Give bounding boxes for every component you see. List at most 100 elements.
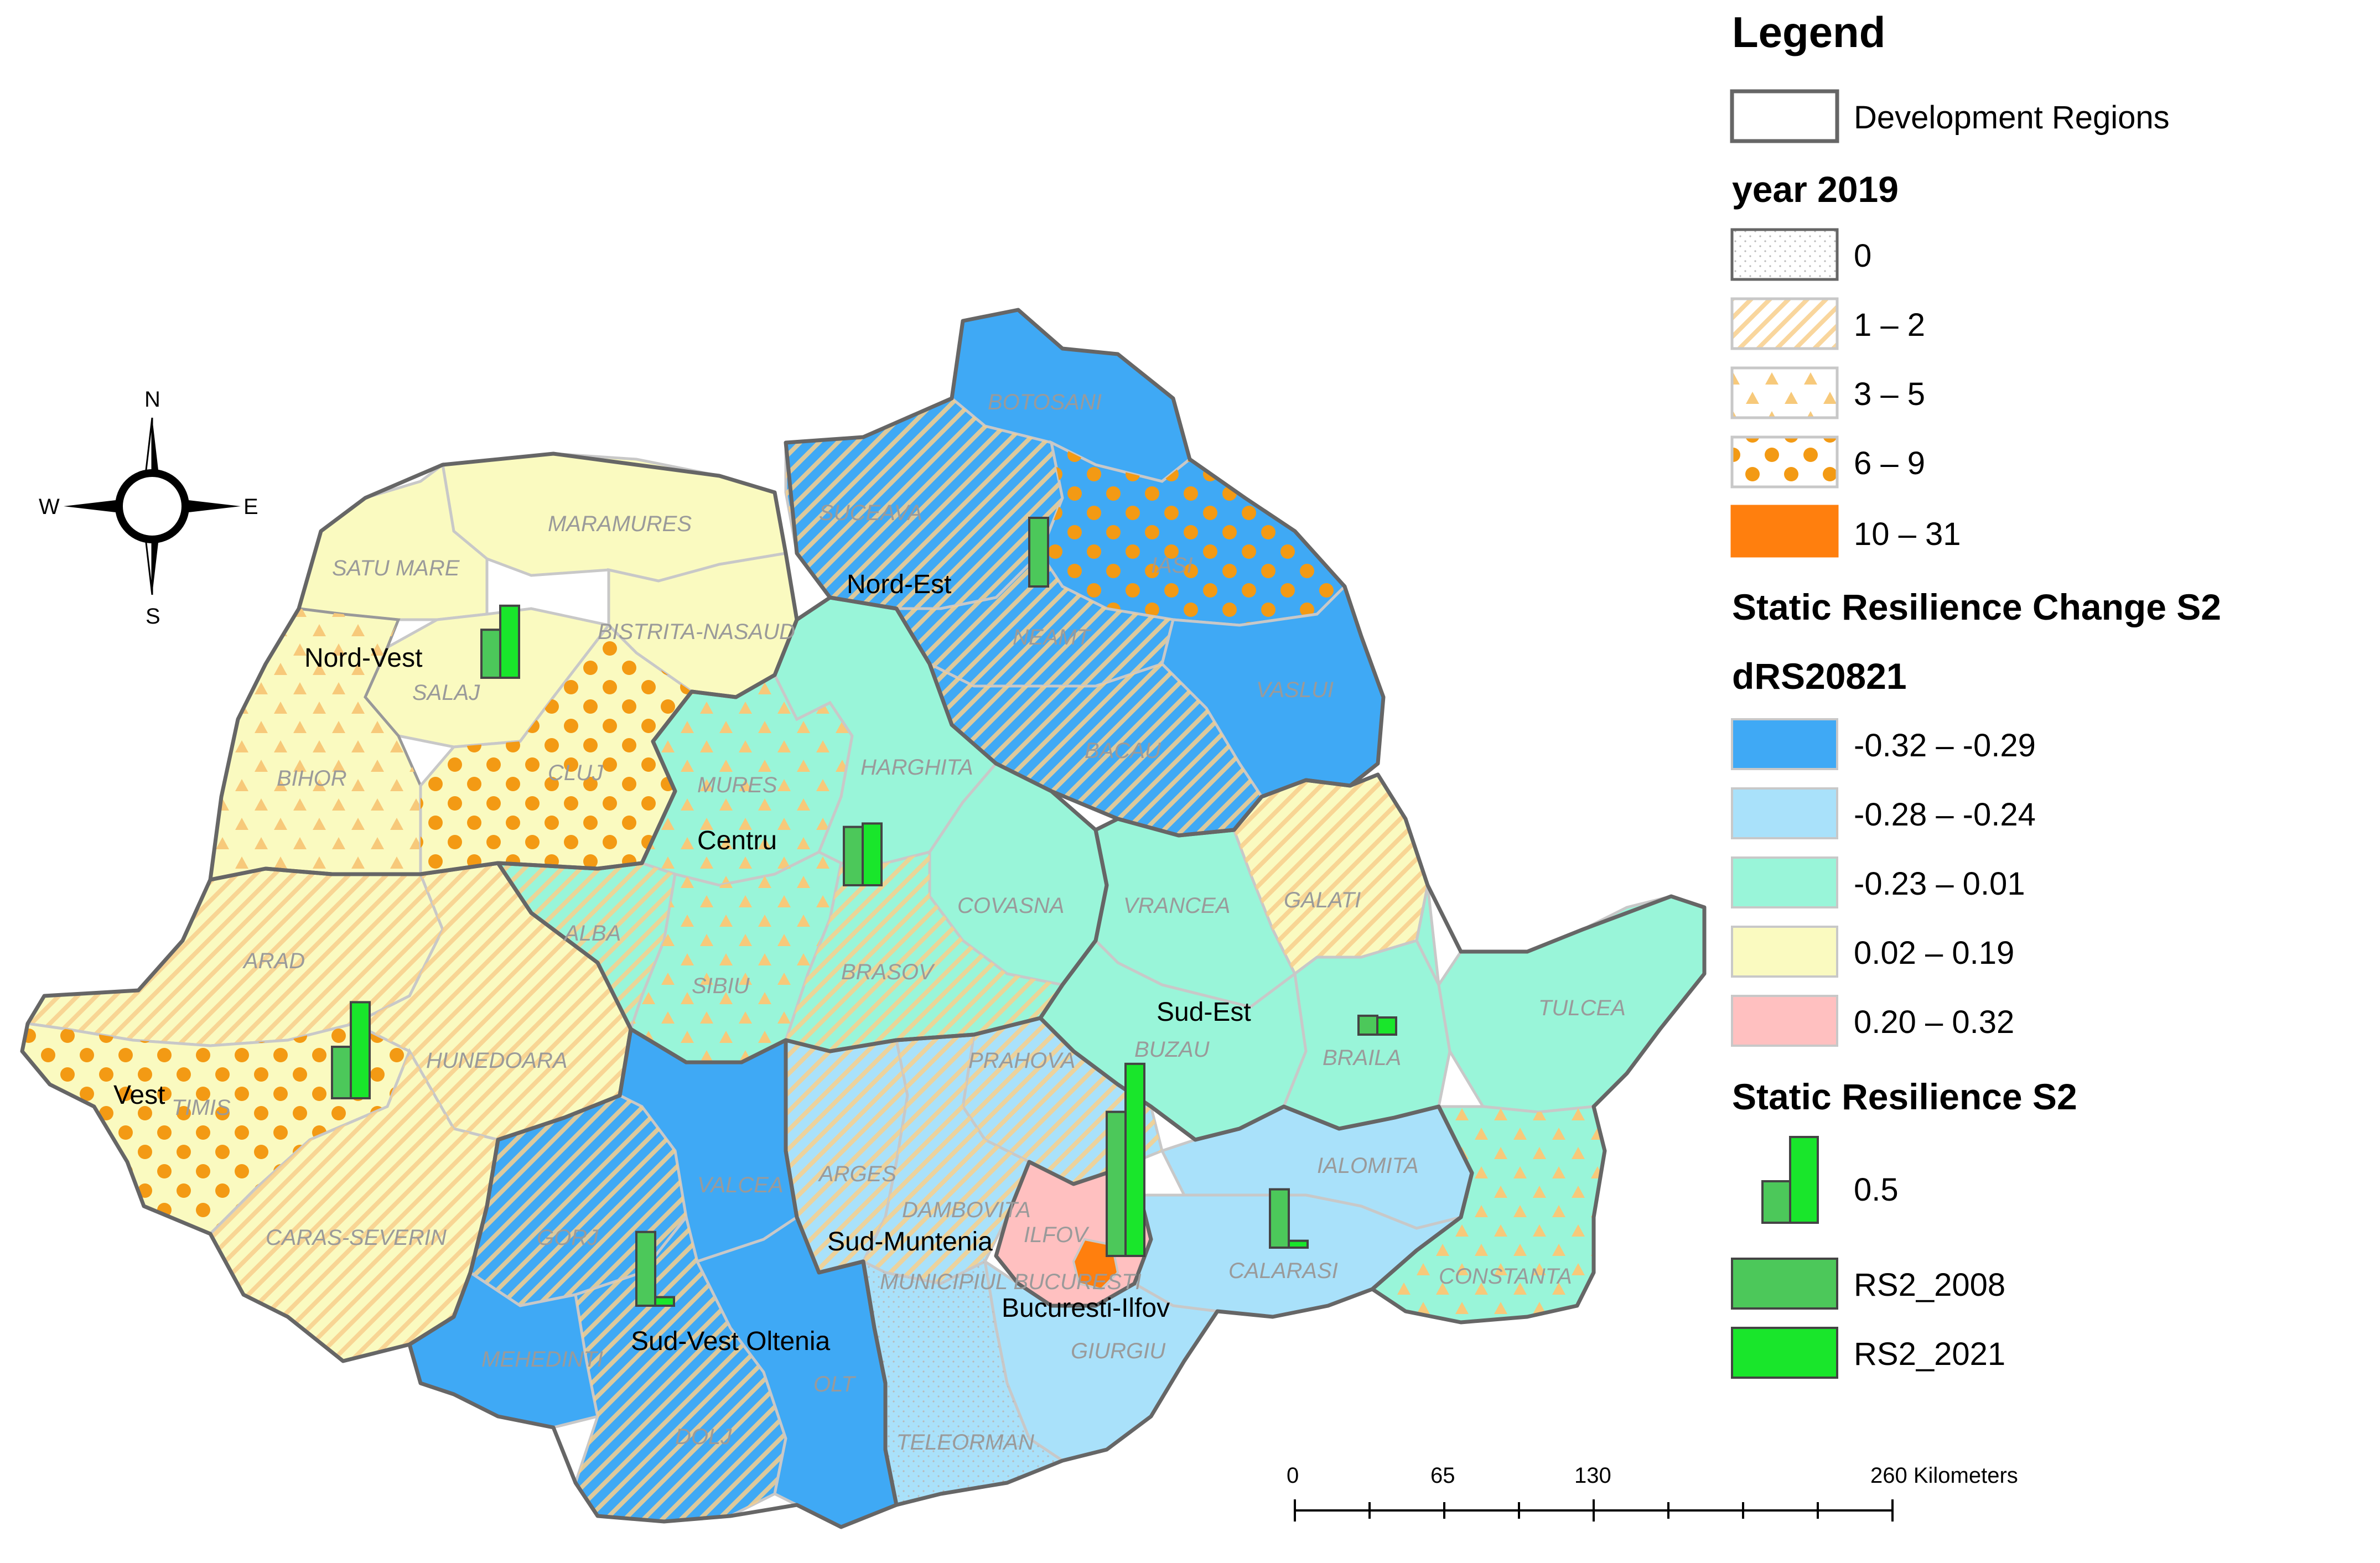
county-neamt-pattern xyxy=(896,553,1173,686)
legend-swatch-year-1 xyxy=(1730,297,1839,350)
legend-year-title: year 2019 xyxy=(1732,169,1899,210)
bar-vest-2008 xyxy=(331,1046,352,1099)
label-mehedinti: MEHEDINTI xyxy=(481,1347,603,1372)
legend-label-year-1: 1 – 2 xyxy=(1854,307,1925,343)
legend-label-change-0: -0.32 – -0.29 xyxy=(1854,728,2036,764)
label-buzau: BUZAU xyxy=(1134,1037,1210,1062)
legend-change-field: dRS20821 xyxy=(1732,656,1907,697)
county-hunedoara-pattern xyxy=(354,863,631,1140)
legend-swatch-change-1 xyxy=(1731,787,1838,839)
legend-label-year-2: 3 – 5 xyxy=(1854,376,1925,412)
county-iasi-pattern xyxy=(1040,443,1345,625)
legend-swatch-change-2 xyxy=(1731,856,1838,908)
label-bacau: BACAU xyxy=(1085,739,1162,763)
bar-bucuresti-ilfov-2008 xyxy=(1106,1110,1127,1257)
label-sibiu: SIBIU xyxy=(692,974,750,998)
scale-label-0: 0 xyxy=(1287,1463,1299,1488)
label-iasi: IASI xyxy=(1151,553,1193,578)
scale-bar: 0 65 130 260 Kilometers xyxy=(1287,1463,2018,1522)
county-gorj-pattern xyxy=(470,1095,686,1306)
region-label-nord-vest: Nord-Vest xyxy=(304,643,422,673)
label-ilfov: ILFOV xyxy=(1024,1223,1090,1247)
bar-nord-vest-2008 xyxy=(480,629,501,679)
county-suceava-pattern xyxy=(786,398,1062,609)
scale-label-65: 65 xyxy=(1430,1463,1455,1488)
bar-nord-est-2008 xyxy=(1028,517,1049,588)
label-constanta: CONSTANTA xyxy=(1439,1264,1572,1289)
legend-title: Legend xyxy=(1732,8,1885,56)
region-label-vest: Vest xyxy=(113,1081,165,1110)
legend-swatch-change-0 xyxy=(1731,718,1838,770)
label-arges: ARGES xyxy=(818,1162,896,1186)
legend-swatch-year-4 xyxy=(1730,505,1839,558)
label-mures: MURES xyxy=(697,773,777,797)
bar-nord-vest-2021 xyxy=(499,604,520,679)
county-dambovita-pattern xyxy=(863,1035,1029,1284)
map-fills xyxy=(20,308,1706,1529)
region-label-centru: Centru xyxy=(697,826,777,855)
region-border-bucuresti-ilfov xyxy=(994,1160,1153,1308)
label-vaslui: VASLUI xyxy=(1256,678,1334,702)
label-vrancea: VRANCEA xyxy=(1123,894,1230,918)
label-bihor: BIHOR xyxy=(277,766,347,791)
legend-swatch-rs2-2021 xyxy=(1731,1327,1838,1379)
label-cluj: CLUJ xyxy=(548,761,604,785)
legend-label-rs2-2008: RS2_2008 xyxy=(1854,1267,2005,1303)
legend-label-change-3: 0.02 – 0.19 xyxy=(1854,935,2014,971)
region-label-bucuresti-ilfov: Bucuresti-Ilfov xyxy=(1002,1294,1170,1323)
label-dambovita: DAMBOVITA xyxy=(902,1198,1031,1222)
label-valcea: VALCEA xyxy=(697,1173,784,1197)
county-bacau-pattern xyxy=(930,664,1262,835)
label-galati: GALATI xyxy=(1284,888,1361,912)
county-galati-pattern xyxy=(1234,775,1428,974)
county-timis-pattern xyxy=(22,1024,409,1234)
label-calarasi: CALARASI xyxy=(1228,1259,1338,1283)
label-neamt: NEAMT xyxy=(1013,625,1092,650)
legend-label-year-3: 6 – 9 xyxy=(1854,445,1925,481)
label-alba: ALBA xyxy=(563,921,621,946)
label-satu-mare: SATU MARE xyxy=(332,556,460,580)
compass-e: E xyxy=(243,495,258,519)
county-arad-pattern xyxy=(28,869,443,1046)
label-timis: TIMIS xyxy=(172,1095,231,1120)
bar-bucuresti-ilfov-2021 xyxy=(1124,1062,1145,1258)
label-olt: OLT xyxy=(813,1372,856,1396)
county-teleorman-pattern xyxy=(863,1261,1062,1505)
legend-change-title: Static Resilience Change S2 xyxy=(1732,586,2221,627)
legend-sample-bar-2008 xyxy=(1761,1180,1791,1224)
legend-swatch-change-3 xyxy=(1731,926,1838,978)
legend-sample-value: 0.5 xyxy=(1854,1172,1899,1208)
label-caras: CARAS-SEVERIN xyxy=(266,1226,447,1250)
legend-swatch-year-2 xyxy=(1730,366,1839,419)
label-ialomita: IALOMITA xyxy=(1317,1154,1419,1178)
county-arges-pattern xyxy=(786,1040,908,1273)
label-prahova: PRAHOVA xyxy=(968,1048,1075,1073)
compass-w: W xyxy=(39,495,60,519)
legend-sample-bar-2021 xyxy=(1789,1136,1819,1224)
label-dolj: DOLJ xyxy=(675,1425,732,1449)
compass-s: S xyxy=(146,604,160,629)
bar-centru-2008 xyxy=(843,825,864,886)
label-bistrita: BISTRITA-NASAUD xyxy=(598,620,795,644)
region-label-sud-muntenia: Sud-Muntenia xyxy=(827,1227,993,1256)
bar-sud-vest-2008 xyxy=(635,1230,656,1307)
legend-label-year-0: 0 xyxy=(1854,238,1871,274)
label-suceava: SUCEAVA xyxy=(819,501,922,525)
region-label-sud-est: Sud-Est xyxy=(1157,998,1251,1027)
scale-label-260: 260 Kilometers xyxy=(1870,1463,2018,1488)
label-harghita: HARGHITA xyxy=(860,755,973,780)
label-gorj: GORJ xyxy=(537,1226,599,1250)
legend-swatch-regions xyxy=(1730,89,1839,143)
county-bihor-pattern xyxy=(210,609,421,880)
compass-rose-icon: N S E W xyxy=(39,387,258,629)
bar-centru-2021 xyxy=(862,822,883,887)
legend-label-change-4: 0.20 – 0.32 xyxy=(1854,1004,2014,1040)
label-brasov: BRASOV xyxy=(841,960,935,984)
scale-label-130: 130 xyxy=(1574,1463,1611,1488)
bar-sud-vest-2021 xyxy=(654,1296,675,1307)
bar-calarasi-2021 xyxy=(1288,1239,1309,1249)
region-labels: Nord-Vest Nord-Est Centru Vest Sud-Est S… xyxy=(113,570,1251,1356)
county-sibiu-pattern xyxy=(631,852,841,1062)
legend-label-rs2-2021: RS2_2021 xyxy=(1854,1336,2005,1372)
